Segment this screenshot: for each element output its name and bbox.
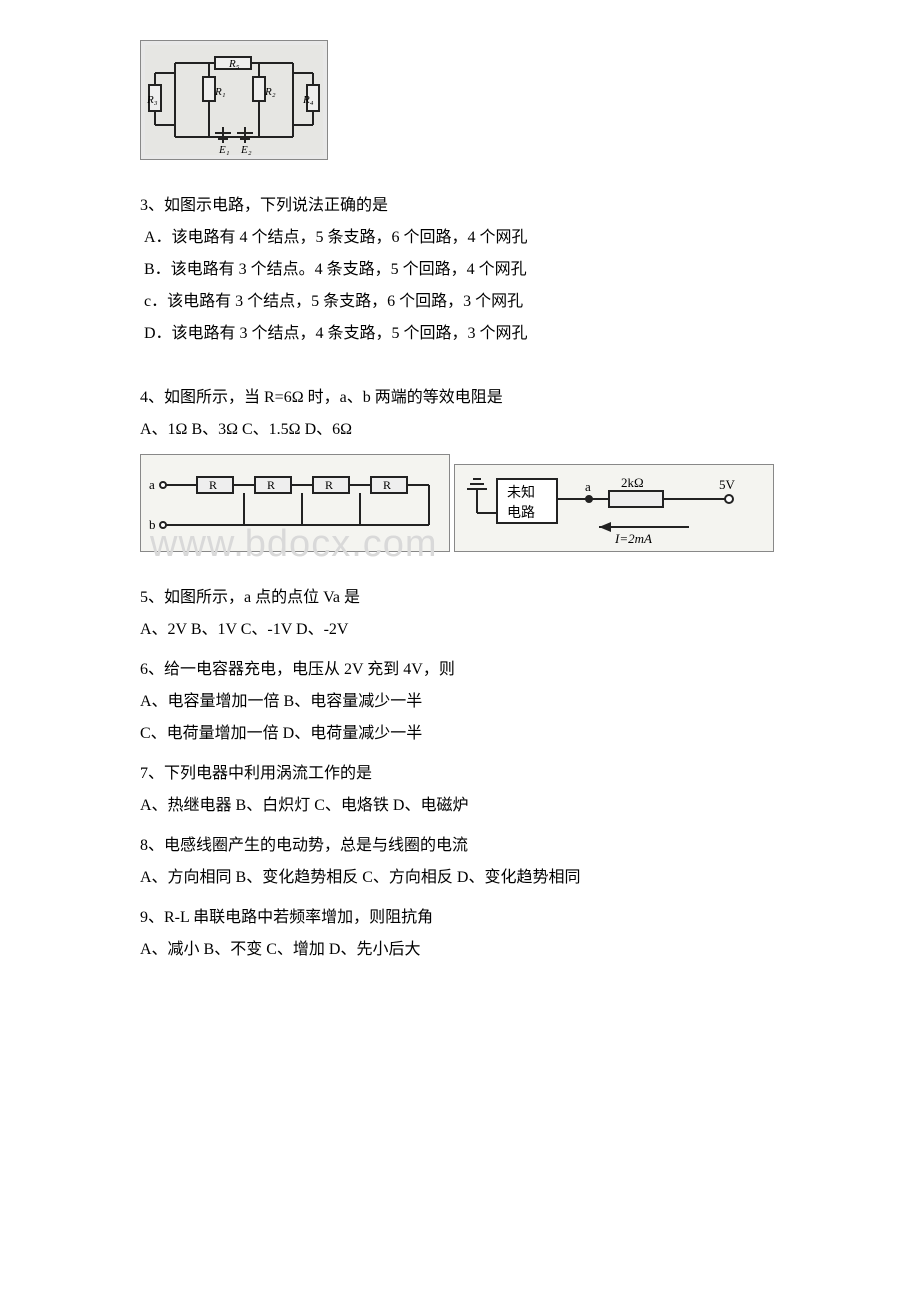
question-7: 7、下列电器中利用涡流工作的是 A、热继电器 B、白炽灯 C、电烙铁 D、电磁炉 [140,758,780,822]
question-5: 5、如图所示，a 点的点位 Va 是 A、2V B、1V C、-1V D、-2V [140,582,780,646]
q8-options: A、方向相同 B、变化趋势相反 C、方向相反 D、变化趋势相同 [140,862,780,894]
label-r4: R₄ [302,94,314,106]
label-b: b [149,517,156,532]
label-r2: R₂ [264,86,276,98]
label-r1: R₁ [214,86,226,98]
label-a: a [149,477,155,492]
label-r3: R₃ [146,94,158,106]
q8-stem: 8、电感线圈产生的电动势，总是与线圈的电流 [140,830,780,862]
label-box2: 电路 [507,505,535,521]
q6-line1: A、电容量增加一倍 B、电容量减少一半 [140,686,780,718]
label-5v: 5V [719,477,736,492]
q6-stem: 6、给一电容器充电，电压从 2V 充到 4V，则 [140,654,780,686]
question-3: 3、如图示电路，下列说法正确的是 A．该电路有 4 个结点，5 条支路，6 个回… [140,190,780,350]
question-6: 6、给一电容器充电，电压从 2V 充到 4V，则 A、电容量增加一倍 B、电容量… [140,654,780,750]
label-R-1: R [209,478,217,492]
q3-opt-d: D．该电路有 3 个结点，4 条支路，5 个回路，3 个网孔 [144,318,780,350]
q3-opt-a: A．该电路有 4 个结点，5 条支路，6 个回路，4 个网孔 [144,222,780,254]
label-I: I=2mA [614,531,652,546]
label-R-4: R [383,478,391,492]
label-R-3: R [325,478,333,492]
label-e1: E₁ [218,144,230,155]
label-R-2: R [267,478,275,492]
label-2k: 2kΩ [621,475,644,490]
q3-stem: 3、如图示电路，下列说法正确的是 [140,190,780,222]
q5-options: A、2V B、1V C、-1V D、-2V [140,614,780,646]
q4-stem: 4、如图所示，当 R=6Ω 时，a、b 两端的等效电阻是 [140,382,780,414]
q5-stem: 5、如图所示，a 点的点位 Va 是 [140,582,780,614]
q7-options: A、热继电器 B、白炽灯 C、电烙铁 D、电磁炉 [140,790,780,822]
figure-q5-circuit: 未知 电路 a 2kΩ 5V I=2mA [459,469,769,547]
q9-options: A、减小 B、不变 C、增加 D、先小后大 [140,934,780,966]
question-8: 8、电感线圈产生的电动势，总是与线圈的电流 A、方向相同 B、变化趋势相反 C、… [140,830,780,894]
q7-stem: 7、下列电器中利用涡流工作的是 [140,758,780,790]
figure-q4-circuit: a b R R R R [145,459,445,547]
q3-opt-b: B．该电路有 3 个结点。4 条支路，5 个回路，4 个网孔 [144,254,780,286]
q3-opt-c: c．该电路有 3 个结点，5 条支路，6 个回路，3 个网孔 [144,286,780,318]
q9-stem: 9、R-L 串联电路中若频率增加，则阻抗角 [140,902,780,934]
label-a5: a [585,479,591,494]
question-4: 4、如图所示，当 R=6Ω 时，a、b 两端的等效电阻是 A、1Ω B、3Ω C… [140,382,780,446]
label-box1: 未知 [507,484,535,501]
question-9: 9、R-L 串联电路中若频率增加，则阻抗角 A、减小 B、不变 C、增加 D、先… [140,902,780,966]
figure-q4-wrap: www.bdocx.com [140,454,780,582]
q4-options: A、1Ω B、3Ω C、1.5Ω D、6Ω [140,414,780,446]
label-r5: R₅ [228,58,240,70]
label-e2: E₂ [240,144,252,155]
figure-q3-circuit: R₅ R₁ R₂ R₃ R₄ E₁ E₂ [140,40,328,160]
q6-line2: C、电荷量增加一倍 D、电荷量减少一半 [140,718,780,750]
